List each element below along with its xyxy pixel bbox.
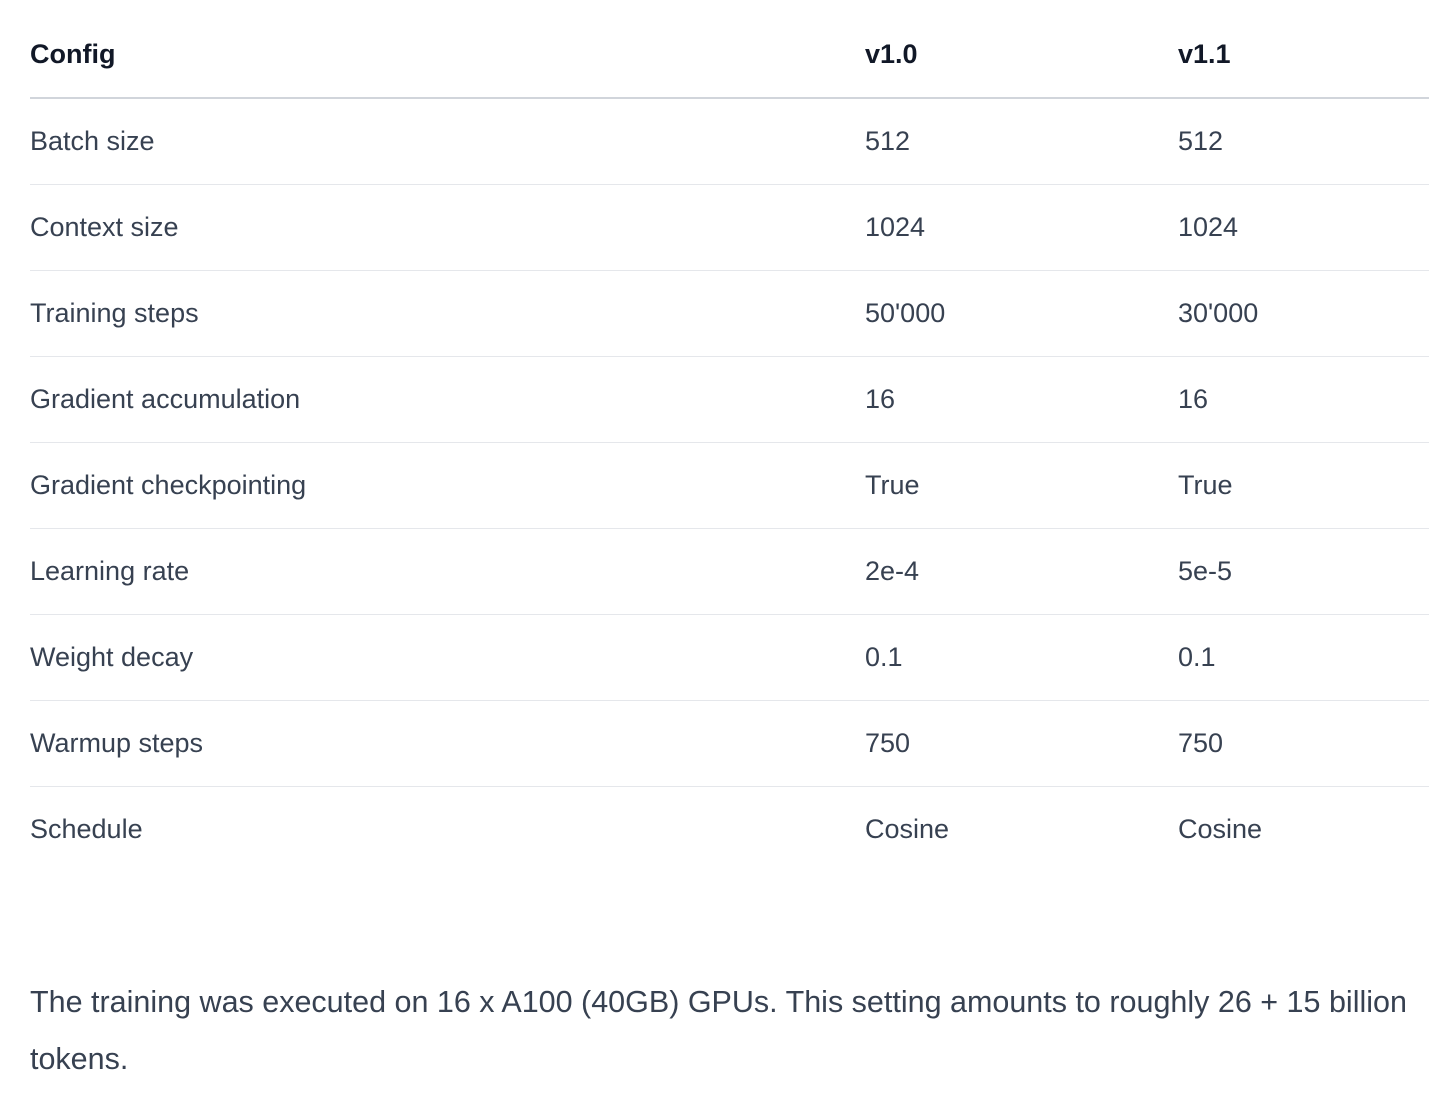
table-row: Warmup steps 750 750 <box>30 700 1429 787</box>
row-label: Gradient accumulation <box>30 356 865 443</box>
table-row: Gradient checkpointing True True <box>30 442 1429 529</box>
v1-0-value: True <box>865 442 1178 529</box>
header-config: Config <box>30 12 865 99</box>
v1-0-value: 750 <box>865 700 1178 787</box>
v1-1-value: 5e-5 <box>1178 528 1429 615</box>
v1-0-value: 0.1 <box>865 614 1178 701</box>
row-label: Gradient checkpointing <box>30 442 865 529</box>
table-header-row: Config v1.0 v1.1 <box>30 12 1429 99</box>
table-row: Gradient accumulation 16 16 <box>30 356 1429 443</box>
v1-1-value: 0.1 <box>1178 614 1429 701</box>
v1-1-value: 750 <box>1178 700 1429 787</box>
table-row: Batch size 512 512 <box>30 98 1429 185</box>
row-label: Learning rate <box>30 528 865 615</box>
row-label: Batch size <box>30 98 865 185</box>
config-table-container: Config v1.0 v1.1 Batch size 512 512 Cont… <box>30 12 1429 872</box>
table-row: Weight decay 0.1 0.1 <box>30 614 1429 701</box>
table-row: Training steps 50'000 30'000 <box>30 270 1429 357</box>
v1-1-value: 30'000 <box>1178 270 1429 357</box>
v1-1-value: 512 <box>1178 98 1429 185</box>
row-label: Training steps <box>30 270 865 357</box>
v1-0-value: 1024 <box>865 184 1178 271</box>
table-row: Context size 1024 1024 <box>30 184 1429 271</box>
v1-1-value: 1024 <box>1178 184 1429 271</box>
row-label: Schedule <box>30 814 143 844</box>
header-v1-1: v1.1 <box>1178 12 1429 99</box>
config-table: Config v1.0 v1.1 Batch size 512 512 Cont… <box>30 12 1429 872</box>
v1-0-value: 50'000 <box>865 270 1178 357</box>
training-footnote: The training was executed on 16 x A100 (… <box>30 985 1407 1076</box>
v1-1-value: 16 <box>1178 356 1429 443</box>
header-v1-0: v1.0 <box>865 12 1178 99</box>
table-row: Schedule Cosine Cosine <box>30 787 1429 873</box>
v1-0-value: Cosine <box>865 814 950 844</box>
row-label: Weight decay <box>30 614 865 701</box>
table-row: Learning rate 2e-4 5e-5 <box>30 528 1429 615</box>
v1-0-value: 512 <box>865 98 1178 185</box>
v1-1-value: Cosine <box>1178 814 1263 844</box>
row-label: Context size <box>30 184 865 271</box>
row-label: Warmup steps <box>30 700 865 787</box>
v1-1-value: True <box>1178 442 1429 529</box>
v1-0-value: 16 <box>865 356 1178 443</box>
v1-0-value: 2e-4 <box>865 528 1178 615</box>
